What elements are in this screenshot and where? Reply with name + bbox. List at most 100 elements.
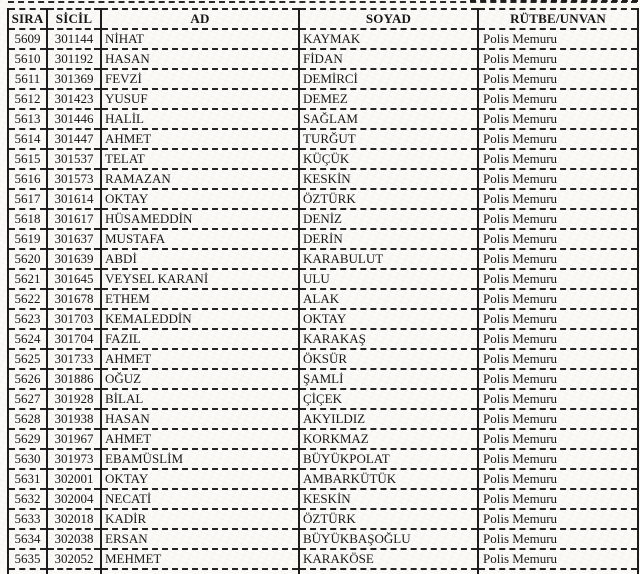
cell-sicil: 301573 bbox=[46, 168, 102, 190]
cell-soyad: ÖKSÜR bbox=[298, 348, 479, 370]
cell-ad: BİLAL bbox=[100, 388, 300, 410]
cell-ad: FEVZİ bbox=[100, 68, 300, 90]
cell-sira: 5624 bbox=[7, 328, 48, 350]
cell-ad: EBAMÜSLİM bbox=[100, 448, 300, 470]
cell-rutbe: Polis Memuru bbox=[477, 168, 639, 190]
cell-sicil: 301446 bbox=[46, 108, 102, 130]
cell-ad: AHMET bbox=[100, 428, 300, 450]
cell-sicil: 302001 bbox=[46, 468, 102, 490]
cell-sicil: 301447 bbox=[46, 128, 102, 150]
column-header-sicil: SİCİL bbox=[46, 8, 102, 30]
cell-sira: 5631 bbox=[7, 468, 48, 490]
table-row: 5631 302001 OKTAY AMBARKÜTÜK Polis Memuru bbox=[7, 468, 639, 490]
cell-sira: 5629 bbox=[7, 428, 48, 450]
table-row: 5622 301678 ETHEM ALAK Polis Memuru bbox=[7, 288, 639, 310]
table-header: SIRA SİCİL AD SOYAD RÜTBE/UNVAN bbox=[7, 8, 639, 30]
header-row: SIRA SİCİL AD SOYAD RÜTBE/UNVAN bbox=[7, 8, 639, 30]
cell-sira: 5633 bbox=[7, 508, 48, 530]
cell-ad: OKTAY bbox=[100, 188, 300, 210]
cell-ad: OKTAY bbox=[100, 468, 300, 490]
cell-soyad: AMBARKÜTÜK bbox=[298, 468, 479, 490]
cell-sira: 5614 bbox=[7, 128, 48, 150]
cell-soyad: AKYILDIZ bbox=[298, 408, 479, 430]
cell-soyad: DENİZ bbox=[298, 208, 479, 230]
cell-ad: KEMALEDDİN bbox=[100, 308, 300, 330]
cell-sicil: 301886 bbox=[46, 368, 102, 390]
table-row: 5634 302038 ERSAN BÜYÜKBAŞOĞLU Polis Memuru bbox=[7, 528, 639, 550]
cell-soyad: KARAKAŞ bbox=[298, 328, 479, 350]
cell-sira: 5615 bbox=[7, 148, 48, 170]
cell-soyad: KESKİN bbox=[298, 488, 479, 510]
cell-soyad: KARABULUT bbox=[298, 248, 479, 270]
cell-sicil: 302052 bbox=[46, 548, 102, 570]
table-body: 5609 301144 NİHAT KAYMAK Polis Memuru 5610 301… bbox=[7, 28, 639, 570]
table-row: 5611 301369 FEVZİ DEMİRCİ Polis Memuru bbox=[7, 68, 639, 90]
cell-ad: MEHMET bbox=[100, 548, 300, 570]
cell-ad: YUSUF bbox=[100, 88, 300, 110]
cell-ad: TELAT bbox=[100, 148, 300, 170]
cell-sira: 5618 bbox=[7, 208, 48, 230]
cell-sicil: 301614 bbox=[46, 188, 102, 210]
cell-soyad: KÜÇÜK bbox=[298, 148, 479, 170]
cell-sicil: 302018 bbox=[46, 508, 102, 530]
cell-ad: ERSAN bbox=[100, 528, 300, 550]
column-header-sira: SIRA bbox=[7, 8, 48, 30]
cell-rutbe: Polis Memuru bbox=[477, 188, 639, 210]
cell-soyad: BÜYÜKPOLAT bbox=[298, 448, 479, 470]
cell-rutbe: Polis Memuru bbox=[477, 228, 639, 250]
table-row: 5623 301703 KEMALEDDİN OKTAY Polis Memuru bbox=[7, 308, 639, 330]
table-row: 5612 301423 YUSUF DEMEZ Polis Memuru bbox=[7, 88, 639, 110]
cell-sira: 5612 bbox=[7, 88, 48, 110]
cell-rutbe: Polis Memuru bbox=[477, 508, 639, 530]
cell-soyad: SAĞLAM bbox=[298, 108, 479, 130]
cell-sira: 5609 bbox=[7, 28, 48, 50]
cell-sira: 5628 bbox=[7, 408, 48, 430]
cell-ad: OĞUZ bbox=[100, 368, 300, 390]
cell-sira: 5630 bbox=[7, 448, 48, 470]
cell-sicil: 301733 bbox=[46, 348, 102, 370]
table-row: 5635 302052 MEHMET KARAKÖSE Polis Memuru bbox=[7, 548, 639, 570]
cell-sira: 5617 bbox=[7, 188, 48, 210]
column-header-soyad: SOYAD bbox=[298, 8, 479, 30]
cell-sicil: 301703 bbox=[46, 308, 102, 330]
cell-rutbe: Polis Memuru bbox=[477, 428, 639, 450]
cell-soyad: DEMİRCİ bbox=[298, 68, 479, 90]
table-row: 5615 301537 TELAT KÜÇÜK Polis Memuru bbox=[7, 148, 639, 170]
cell-ad: HALİL bbox=[100, 108, 300, 130]
cell-sicil: 301637 bbox=[46, 228, 102, 250]
cell-ad: AHMET bbox=[100, 128, 300, 150]
cell-sicil: 301144 bbox=[46, 28, 102, 50]
cell-sira: 5625 bbox=[7, 348, 48, 370]
cell-rutbe: Polis Memuru bbox=[477, 288, 639, 310]
table-row: 5629 301967 AHMET KORKMAZ Polis Memuru bbox=[7, 428, 639, 450]
cell-soyad: ÖZTÜRK bbox=[298, 188, 479, 210]
table-row: 5614 301447 AHMET TURĞUT Polis Memuru bbox=[7, 128, 639, 150]
cell-rutbe: Polis Memuru bbox=[477, 408, 639, 430]
cell-ad: VEYSEL KARANİ bbox=[100, 268, 300, 290]
cell-rutbe: Polis Memuru bbox=[477, 208, 639, 230]
cell-sicil: 301617 bbox=[46, 208, 102, 230]
cell-rutbe: Polis Memuru bbox=[477, 68, 639, 90]
cell-sicil: 302004 bbox=[46, 488, 102, 510]
cell-soyad: TURĞUT bbox=[298, 128, 479, 150]
cell-sicil: 301973 bbox=[46, 448, 102, 470]
cell-sicil: 301369 bbox=[46, 68, 102, 90]
cell-rutbe: Polis Memuru bbox=[477, 148, 639, 170]
cell-sira: 5627 bbox=[7, 388, 48, 410]
cell-rutbe: Polis Memuru bbox=[477, 368, 639, 390]
cell-soyad: ALAK bbox=[298, 288, 479, 310]
cell-soyad: ÖZTÜRK bbox=[298, 508, 479, 530]
cell-sira: 5626 bbox=[7, 368, 48, 390]
table-row: 5625 301733 AHMET ÖKSÜR Polis Memuru bbox=[7, 348, 639, 370]
cell-rutbe: Polis Memuru bbox=[477, 488, 639, 510]
table-row: 5632 302004 NECATİ KESKİN Polis Memuru bbox=[7, 488, 639, 510]
cell-sira: 5635 bbox=[7, 548, 48, 570]
table-row: 5624 301704 FAZIL KARAKAŞ Polis Memuru bbox=[7, 328, 639, 350]
table-row: 5619 301637 MUSTAFA DERİN Polis Memuru bbox=[7, 228, 639, 250]
personnel-table: SIRA SİCİL AD SOYAD RÜTBE/UNVAN 5609 3011… bbox=[7, 8, 639, 574]
cell-sicil: 301639 bbox=[46, 248, 102, 270]
cell-sicil: 301423 bbox=[46, 88, 102, 110]
cell-soyad: DEMEZ bbox=[298, 88, 479, 110]
cell-ad: ABDİ bbox=[100, 248, 300, 270]
